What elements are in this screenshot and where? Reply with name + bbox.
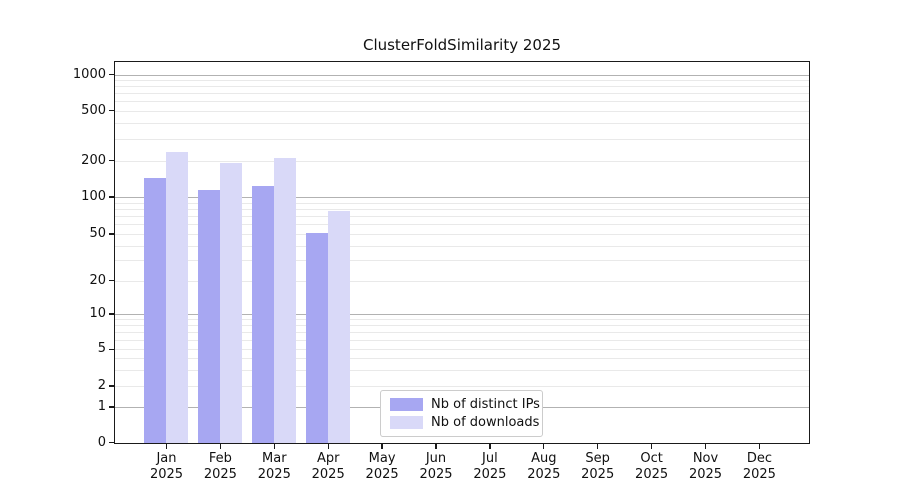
bar-jan-distinct-ips <box>144 177 166 443</box>
y-tick-label-1: 1 <box>97 399 106 415</box>
legend-label-downloads: Nb of downloads <box>431 415 540 430</box>
gridline-800 <box>115 86 809 88</box>
x-tick-label-jul: Jul 2025 <box>473 451 507 482</box>
y-tick-mark-50 <box>109 233 114 235</box>
gridline-300 <box>115 138 809 140</box>
y-tick-mark-100 <box>109 196 114 198</box>
x-tick-label-may: May 2025 <box>365 451 399 482</box>
y-tick-label-10: 10 <box>89 306 106 321</box>
gridline-900 <box>115 80 809 82</box>
x-tick-label-aug: Aug 2025 <box>527 451 561 482</box>
gridline-400 <box>115 122 809 124</box>
bar-feb-downloads <box>219 163 242 443</box>
x-tick-label-dec: Dec 2025 <box>742 451 776 482</box>
x-tick-mark-jul <box>489 444 491 449</box>
y-tick-mark-200 <box>109 160 114 162</box>
legend-item-distinct-ips: Nb of distinct IPs <box>390 397 540 412</box>
gridline-1000 <box>115 74 809 76</box>
x-tick-label-nov: Nov 2025 <box>688 451 723 482</box>
y-tick-mark-10 <box>109 313 114 315</box>
y-tick-label-1000: 1000 <box>72 66 106 82</box>
x-tick-label-sep: Sep 2025 <box>581 451 615 482</box>
plot-area <box>114 60 810 444</box>
y-tick-label-200: 200 <box>81 152 106 168</box>
y-tick-mark-0 <box>109 441 114 444</box>
x-tick-mark-nov <box>704 444 707 449</box>
legend-item-downloads: Nb of downloads <box>390 415 539 430</box>
y-tick-mark-5 <box>109 348 114 350</box>
y-tick-label-50: 50 <box>89 226 106 242</box>
y-tick-label-500: 500 <box>81 102 106 118</box>
x-tick-mark-jun <box>435 444 437 449</box>
gridline-700 <box>115 93 809 95</box>
y-tick-mark-1000 <box>109 74 114 76</box>
x-tick-mark-oct <box>650 444 653 449</box>
y-tick-label-100: 100 <box>81 189 106 205</box>
bar-mar-downloads <box>273 158 296 443</box>
x-tick-label-oct: Oct 2025 <box>635 451 669 482</box>
gridline-500 <box>115 110 809 112</box>
x-tick-mark-apr <box>327 444 329 449</box>
gridline-200 <box>115 160 809 162</box>
bar-jan-downloads <box>166 152 188 443</box>
x-tick-mark-sep <box>597 444 599 449</box>
legend: Nb of distinct IPs Nb of downloads <box>380 390 543 437</box>
legend-label-distinct-ips: Nb of distinct IPs <box>431 397 540 412</box>
bar-feb-distinct-ips <box>197 190 220 443</box>
bar-apr-downloads <box>327 210 350 443</box>
x-tick-mark-may <box>381 444 383 449</box>
x-tick-label-jan: Jan 2025 <box>149 451 184 482</box>
legend-swatch-downloads <box>390 416 423 429</box>
y-tick-label-2: 2 <box>97 377 106 393</box>
bar-mar-distinct-ips <box>251 185 274 443</box>
y-tick-label-20: 20 <box>89 272 106 288</box>
x-tick-mark-jan <box>165 444 168 449</box>
gridline-600 <box>115 101 809 103</box>
x-tick-label-apr: Apr 2025 <box>311 451 345 482</box>
chart-title: ClusterFoldSimilarity 2025 <box>362 36 562 54</box>
y-tick-mark-20 <box>109 280 114 282</box>
x-tick-mark-aug <box>543 444 545 449</box>
x-tick-label-mar: Mar 2025 <box>257 451 291 482</box>
x-tick-label-jun: Jun 2025 <box>419 451 453 482</box>
x-tick-mark-dec <box>758 444 761 449</box>
y-tick-label-0: 0 <box>97 434 106 450</box>
y-tick-mark-500 <box>109 109 114 112</box>
y-tick-label-5: 5 <box>97 341 106 357</box>
x-tick-mark-mar <box>273 444 275 449</box>
y-tick-mark-2 <box>109 385 114 387</box>
bar-apr-distinct-ips <box>305 232 328 443</box>
x-tick-mark-feb <box>219 444 222 449</box>
x-tick-label-feb: Feb 2025 <box>203 451 237 482</box>
legend-swatch-distinct-ips <box>390 398 423 411</box>
y-tick-mark-1 <box>109 406 114 408</box>
